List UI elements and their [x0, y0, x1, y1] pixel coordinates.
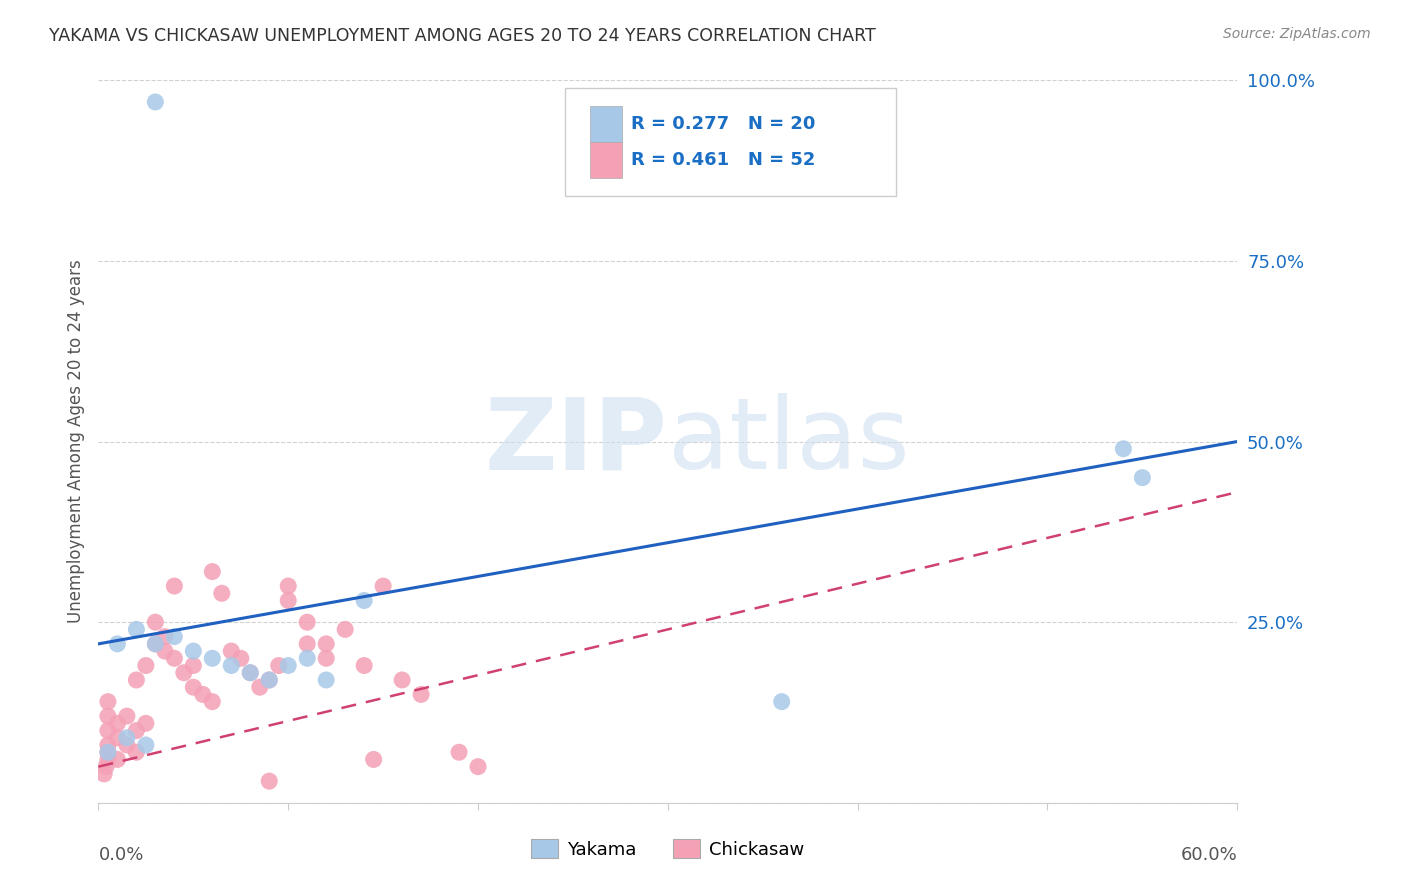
Point: [163, 630, 186, 644]
Point: [97, 738, 120, 752]
Point: [259, 673, 281, 687]
Text: atlas: atlas: [668, 393, 910, 490]
Point: [93, 767, 115, 781]
Text: R = 0.277   N = 20: R = 0.277 N = 20: [631, 115, 815, 133]
Point: [221, 644, 243, 658]
Point: [391, 673, 413, 687]
Point: [259, 673, 281, 687]
Point: [125, 723, 148, 738]
Point: [335, 623, 357, 637]
Text: 0.0%: 0.0%: [98, 847, 143, 864]
Point: [107, 731, 129, 745]
Point: [411, 687, 433, 701]
Point: [467, 760, 489, 774]
Point: [277, 593, 299, 607]
Point: [353, 658, 375, 673]
Point: [221, 658, 243, 673]
Point: [125, 623, 148, 637]
Point: [277, 579, 299, 593]
Text: Source: ZipAtlas.com: Source: ZipAtlas.com: [1223, 27, 1371, 41]
Point: [94, 760, 117, 774]
Point: [97, 709, 120, 723]
Point: [145, 637, 167, 651]
Point: [315, 673, 337, 687]
Point: [183, 680, 205, 694]
Point: [297, 637, 319, 651]
Y-axis label: Unemployment Among Ages 20 to 24 years: Unemployment Among Ages 20 to 24 years: [66, 260, 84, 624]
Point: [191, 687, 214, 701]
Point: [135, 738, 157, 752]
Point: [371, 579, 394, 593]
Point: [145, 95, 167, 109]
Point: [239, 665, 262, 680]
Point: [107, 637, 129, 651]
Point: [297, 615, 319, 630]
Point: [267, 658, 290, 673]
Point: [447, 745, 470, 759]
Point: [97, 745, 120, 759]
Point: [173, 665, 195, 680]
Point: [97, 695, 120, 709]
Point: [107, 752, 129, 766]
Text: 60.0%: 60.0%: [1181, 847, 1237, 864]
Point: [201, 695, 224, 709]
FancyBboxPatch shape: [591, 105, 623, 142]
Text: ZIP: ZIP: [485, 393, 668, 490]
Point: [249, 680, 271, 694]
Point: [353, 593, 375, 607]
Point: [145, 615, 167, 630]
Point: [211, 586, 233, 600]
Point: [315, 637, 337, 651]
Point: [315, 651, 337, 665]
Text: R = 0.461   N = 52: R = 0.461 N = 52: [631, 151, 815, 169]
Point: [229, 651, 252, 665]
Point: [145, 637, 167, 651]
Point: [97, 723, 120, 738]
Point: [1132, 471, 1154, 485]
Point: [201, 565, 224, 579]
Point: [115, 709, 138, 723]
Point: [135, 716, 157, 731]
Point: [277, 658, 299, 673]
Point: [163, 651, 186, 665]
Point: [153, 644, 176, 658]
Point: [97, 745, 120, 759]
Point: [163, 579, 186, 593]
Point: [259, 774, 281, 789]
Point: [115, 738, 138, 752]
Point: [770, 695, 793, 709]
FancyBboxPatch shape: [591, 142, 623, 178]
Point: [107, 716, 129, 731]
Point: [153, 630, 176, 644]
Point: [125, 673, 148, 687]
Point: [201, 651, 224, 665]
Point: [135, 658, 157, 673]
Point: [183, 644, 205, 658]
FancyBboxPatch shape: [565, 87, 896, 196]
Point: [1112, 442, 1135, 456]
Point: [183, 658, 205, 673]
Point: [125, 745, 148, 759]
Point: [239, 665, 262, 680]
Text: YAKAMA VS CHICKASAW UNEMPLOYMENT AMONG AGES 20 TO 24 YEARS CORRELATION CHART: YAKAMA VS CHICKASAW UNEMPLOYMENT AMONG A…: [49, 27, 876, 45]
Point: [297, 651, 319, 665]
Point: [363, 752, 385, 766]
Point: [97, 752, 120, 766]
Point: [115, 731, 138, 745]
Legend: Yakama, Chickasaw: Yakama, Chickasaw: [524, 832, 811, 866]
